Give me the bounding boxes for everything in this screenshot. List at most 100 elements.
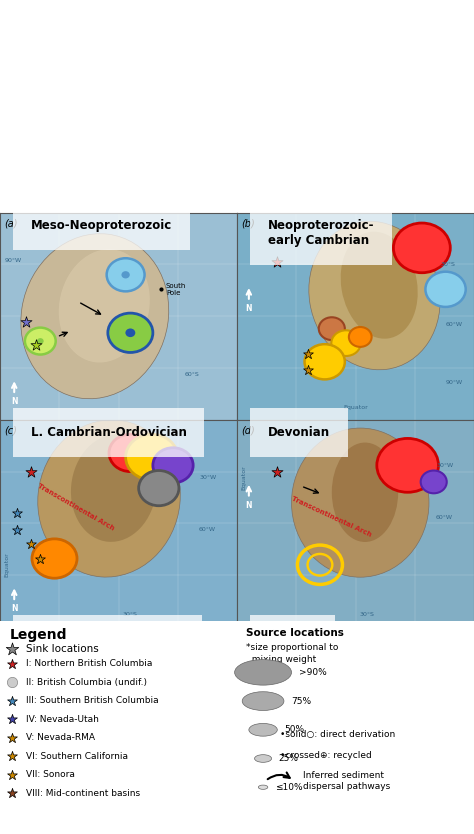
Text: Equator: Equator	[242, 764, 246, 788]
Text: 30°N: 30°N	[7, 661, 23, 666]
Text: Transcontinental Arch: Transcontinental Arch	[36, 482, 115, 531]
Text: Carboniferous-Permian: Carboniferous-Permian	[31, 633, 184, 646]
Text: 30°N: 30°N	[244, 707, 260, 712]
Text: (d): (d)	[242, 426, 255, 436]
Text: N: N	[250, 749, 257, 758]
Point	[8, 768, 16, 781]
Text: (e): (e)	[5, 633, 18, 643]
Point	[22, 707, 30, 721]
Text: Equator: Equator	[5, 764, 9, 788]
Text: (c): (c)	[5, 426, 18, 436]
Text: 75%: 75%	[291, 696, 311, 706]
Point	[380, 699, 388, 712]
Ellipse shape	[38, 420, 180, 577]
Ellipse shape	[21, 234, 169, 399]
Circle shape	[108, 313, 153, 353]
Text: N: N	[11, 397, 18, 406]
Point	[273, 256, 281, 269]
Point	[8, 713, 16, 726]
Circle shape	[126, 329, 135, 337]
Text: II: British Columbia (undif.): II: British Columbia (undif.)	[26, 678, 147, 687]
Circle shape	[107, 259, 145, 291]
Circle shape	[138, 470, 179, 505]
Text: IV: Nevada-Utah: IV: Nevada-Utah	[26, 715, 99, 724]
Text: 60°W: 60°W	[7, 707, 24, 712]
Point	[304, 347, 312, 360]
Text: VII: Sonora: VII: Sonora	[26, 771, 75, 780]
Point	[273, 465, 281, 478]
Point	[345, 674, 352, 687]
Text: *size proportional to: *size proportional to	[246, 642, 339, 651]
Ellipse shape	[82, 662, 155, 766]
Circle shape	[377, 439, 438, 492]
Text: N: N	[11, 604, 18, 613]
Point	[36, 552, 44, 565]
Ellipse shape	[71, 435, 156, 542]
Point	[8, 676, 16, 689]
Text: V: Nevada-RMA: V: Nevada-RMA	[26, 733, 95, 742]
Text: Trans. Arch: Trans. Arch	[44, 687, 89, 708]
Text: Inferred sediment
dispersal pathways: Inferred sediment dispersal pathways	[303, 771, 391, 791]
Circle shape	[304, 344, 345, 379]
Point	[32, 339, 39, 352]
Point	[13, 686, 20, 700]
Text: 30°W: 30°W	[436, 463, 453, 468]
Point	[8, 750, 16, 763]
Ellipse shape	[36, 644, 173, 809]
Circle shape	[102, 651, 154, 697]
Ellipse shape	[309, 221, 440, 369]
Text: 60°S: 60°S	[185, 372, 200, 377]
Text: ≤10%: ≤10%	[275, 783, 302, 791]
Circle shape	[83, 650, 126, 687]
Circle shape	[426, 272, 465, 307]
Text: (b): (b)	[242, 219, 255, 229]
Circle shape	[25, 328, 56, 354]
Text: South
Pole: South Pole	[166, 283, 186, 296]
Circle shape	[242, 691, 284, 711]
Ellipse shape	[59, 249, 150, 363]
Circle shape	[331, 330, 361, 356]
Circle shape	[126, 435, 178, 480]
Text: Equator: Equator	[242, 465, 246, 490]
Circle shape	[258, 785, 268, 789]
Ellipse shape	[341, 232, 418, 339]
Text: N: N	[246, 304, 252, 313]
Text: 30°S: 30°S	[443, 728, 458, 733]
Circle shape	[319, 317, 345, 340]
Point	[22, 316, 30, 329]
Text: N: N	[246, 500, 252, 510]
Circle shape	[255, 755, 272, 762]
Point	[44, 736, 51, 750]
Text: 90°W: 90°W	[5, 258, 22, 263]
Point	[53, 751, 61, 764]
Text: 30°S: 30°S	[360, 612, 375, 617]
Text: 30°S: 30°S	[441, 262, 456, 267]
Circle shape	[32, 539, 77, 578]
Point	[304, 364, 312, 377]
Circle shape	[235, 660, 292, 686]
Text: Equator: Equator	[343, 404, 368, 409]
Text: •crossed⊕: recycled: •crossed⊕: recycled	[280, 751, 372, 760]
Circle shape	[393, 223, 450, 273]
Circle shape	[121, 271, 130, 279]
Circle shape	[349, 327, 372, 347]
Text: Meso-Neoproterozoic: Meso-Neoproterozoic	[31, 219, 172, 232]
Text: mixing weight: mixing weight	[246, 656, 317, 665]
Text: 30°W: 30°W	[199, 475, 216, 480]
Text: VI: Southern California: VI: Southern California	[26, 752, 128, 761]
Ellipse shape	[339, 661, 401, 751]
Text: Devonian: Devonian	[268, 426, 330, 439]
Text: L. Cambrian-Ordovician: L. Cambrian-Ordovician	[31, 426, 187, 439]
Point	[27, 537, 35, 550]
Text: Transcontinental Arch: Transcontinental Arch	[291, 496, 373, 538]
Ellipse shape	[300, 641, 430, 799]
Text: (f): (f)	[242, 633, 253, 643]
Point	[8, 694, 16, 707]
Text: >90%: >90%	[299, 668, 327, 677]
Text: Source locations: Source locations	[246, 628, 344, 638]
Circle shape	[153, 448, 193, 483]
Text: 50%: 50%	[284, 726, 304, 734]
Circle shape	[420, 470, 447, 493]
Text: Equator: Equator	[5, 552, 9, 577]
Text: 60°W: 60°W	[199, 527, 216, 532]
